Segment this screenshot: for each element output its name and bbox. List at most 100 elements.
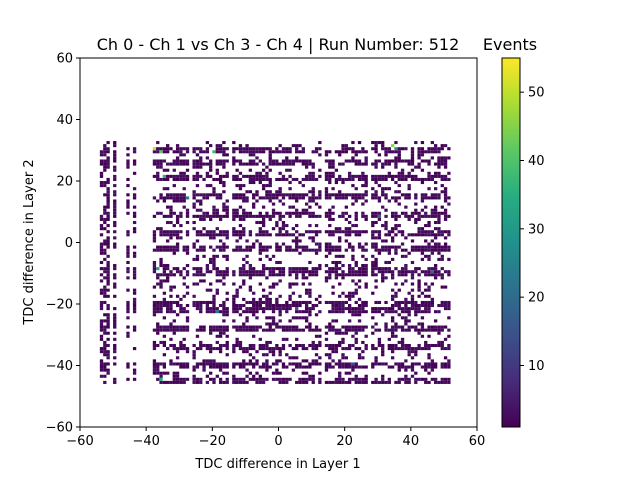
heatmap-bin [357, 365, 362, 369]
heatmap-bin [265, 147, 269, 151]
heatmap-bin [159, 374, 163, 378]
heatmap-bin [248, 267, 253, 271]
heatmap-bin [404, 343, 408, 348]
heatmap-bin [417, 177, 421, 181]
heatmap-bin [390, 310, 395, 314]
heatmap-bin [347, 307, 352, 311]
heatmap-bin [179, 199, 183, 203]
heatmap-bin [440, 380, 444, 384]
heatmap-bin [377, 362, 382, 366]
heatmap-bin [334, 310, 339, 314]
heatmap-bin [354, 337, 358, 341]
heatmap-bin [387, 147, 391, 151]
heatmap-bin [328, 181, 332, 185]
heatmap-bin [232, 150, 236, 154]
heatmap-bin [334, 248, 339, 252]
heatmap-bin [381, 239, 385, 243]
heatmap-bin [182, 362, 186, 366]
heatmap-bin [182, 380, 186, 384]
heatmap-bin [175, 267, 180, 271]
heatmap-bin [374, 248, 378, 252]
heatmap-bin [195, 334, 200, 338]
heatmap-bin [175, 362, 180, 366]
heatmap-bin [328, 322, 332, 326]
heatmap-bin [212, 230, 216, 234]
heatmap-bin [374, 359, 378, 363]
heatmap-bin [354, 264, 358, 268]
heatmap-bin [159, 177, 163, 181]
heatmap-bin [192, 220, 196, 225]
heatmap-bin [192, 227, 196, 231]
heatmap-bin [414, 380, 418, 384]
heatmap-bin [202, 254, 206, 258]
heatmap-bin [281, 220, 286, 225]
heatmap-bin [199, 217, 203, 221]
heatmap-bin [185, 270, 190, 274]
heatmap-bins [99, 141, 451, 384]
heatmap-bin [255, 147, 259, 151]
heatmap-bin [328, 177, 332, 181]
heatmap-bin [281, 174, 286, 178]
heatmap-bin [258, 147, 262, 151]
heatmap-bin [390, 159, 395, 163]
heatmap-bin [384, 322, 388, 326]
heatmap-bin [212, 254, 216, 258]
heatmap-bin [132, 230, 137, 234]
heatmap-bin [162, 174, 167, 178]
heatmap-bin [106, 202, 110, 206]
heatmap-bin [232, 141, 236, 145]
heatmap-bin [113, 307, 117, 311]
heatmap-bin [318, 190, 322, 194]
heatmap-bin [162, 248, 167, 252]
heatmap-bin [414, 371, 418, 375]
heatmap-bin [159, 340, 163, 344]
heatmap-bin [242, 264, 246, 268]
heatmap-bin [384, 380, 388, 384]
heatmap-bin [245, 174, 249, 178]
heatmap-bin [209, 165, 213, 169]
heatmap-bin [288, 297, 292, 301]
heatmap-bin [338, 267, 342, 271]
heatmap-bin [311, 239, 315, 243]
heatmap-bin [331, 233, 335, 237]
heatmap-bin [159, 196, 163, 200]
heatmap-bin [235, 239, 239, 243]
heatmap-bin [318, 168, 322, 172]
heatmap-bin [162, 362, 167, 366]
heatmap-bin [166, 248, 170, 252]
heatmap-bin [172, 374, 176, 378]
heatmap-bin [443, 159, 448, 163]
heatmap-bin [324, 254, 329, 258]
heatmap-bin [268, 316, 272, 320]
heatmap-bin [390, 350, 395, 354]
heatmap-bin [354, 159, 358, 163]
heatmap-bin [397, 270, 401, 274]
heatmap-bin [248, 310, 253, 314]
heatmap-bin [424, 347, 428, 351]
heatmap-bin [447, 257, 451, 261]
heatmap-bin [384, 196, 388, 200]
heatmap-bin [364, 242, 368, 246]
heatmap-bin [258, 377, 262, 381]
heatmap-bin [311, 307, 315, 311]
heatmap-bin [295, 276, 299, 280]
heatmap-bin [281, 242, 286, 246]
heatmap-bin [222, 319, 226, 323]
heatmap-bin [344, 211, 348, 215]
heatmap-bin [235, 230, 239, 234]
heatmap-bin [347, 365, 352, 369]
heatmap-bin [162, 291, 167, 295]
heatmap-bin [199, 325, 203, 329]
heatmap-bin [407, 365, 411, 369]
heatmap-bin [440, 156, 444, 160]
heatmap-bin [252, 347, 256, 351]
heatmap-bin [341, 380, 345, 384]
heatmap-bin [192, 214, 196, 218]
heatmap-bin [106, 239, 110, 243]
heatmap-bin [371, 187, 375, 191]
heatmap-bin [288, 168, 292, 172]
heatmap-bin [351, 254, 355, 258]
heatmap-bin [291, 205, 296, 209]
heatmap-bin [268, 233, 272, 237]
heatmap-bin [212, 211, 216, 215]
